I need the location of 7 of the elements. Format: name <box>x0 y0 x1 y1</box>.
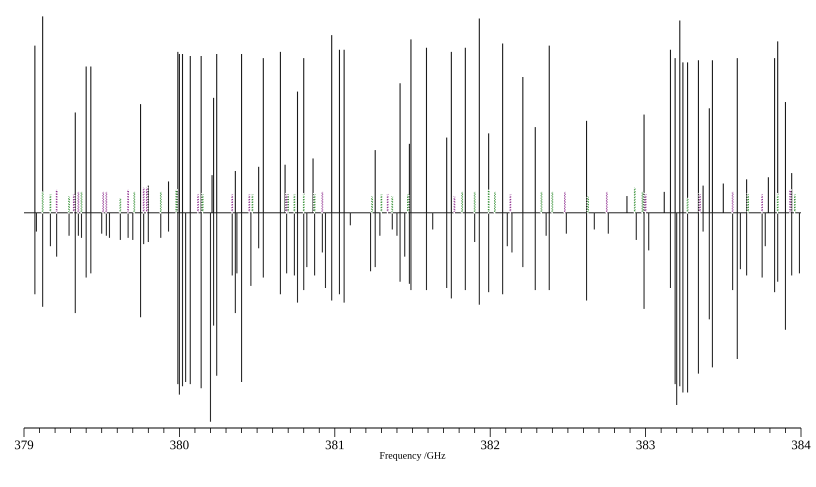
x-tick-label: 380 <box>170 440 189 450</box>
x-tick-label: 381 <box>326 440 344 450</box>
x-tick-label: 382 <box>481 440 500 450</box>
x-tick-label: 383 <box>636 440 655 450</box>
x-tick-label: 379 <box>14 440 34 450</box>
x-axis-title: Frequency /GHz <box>380 452 446 461</box>
x-tick-label: 384 <box>792 440 811 450</box>
